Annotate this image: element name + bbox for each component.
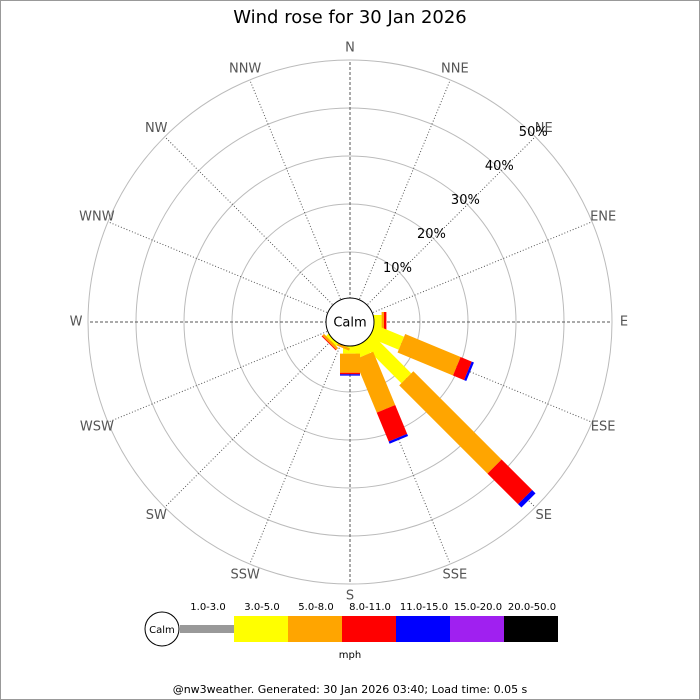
direction-label: ESE [591, 419, 616, 434]
direction-label: N [345, 41, 355, 56]
bar-segment [367, 323, 405, 350]
direction-label: SSE [442, 568, 467, 583]
ring-label: 30% [451, 193, 480, 208]
direction-label: NE [535, 121, 553, 136]
legend-swatch [288, 616, 342, 642]
bar-segment [322, 333, 339, 350]
legend-label: 5.0-8.0 [298, 602, 333, 613]
grid-ring [87, 59, 613, 585]
legend-label: 20.0-50.0 [508, 602, 556, 613]
legend-swatch [396, 616, 450, 642]
chart-title: Wind rose for 30 Jan 2026 [233, 7, 467, 28]
spoke [164, 136, 335, 307]
bar-segment [381, 312, 384, 332]
direction-label: NW [145, 121, 168, 136]
bar-segment [388, 433, 409, 444]
bar-segment [399, 371, 502, 474]
legend-calm [144, 611, 180, 647]
direction-label: WNW [79, 210, 115, 225]
legend-label: 15.0-20.0 [454, 602, 502, 613]
direction-label: W [70, 315, 83, 330]
spoke [370, 221, 593, 315]
direction-label: ENE [590, 210, 616, 225]
legend-swatch [504, 616, 558, 642]
calm-circle [325, 297, 375, 347]
bar-segment [340, 353, 360, 373]
spoke [249, 342, 343, 565]
bar-segment [321, 335, 337, 351]
legend-label: 1.0-3.0 [190, 602, 225, 613]
bar-segment [518, 490, 536, 508]
legend-swatch [180, 625, 234, 633]
direction-label: NNE [441, 61, 469, 76]
bar-segment [376, 405, 408, 442]
bar-segment [452, 356, 472, 381]
spoke [249, 79, 343, 302]
bar-segment [354, 351, 396, 413]
footer: @nw3weather. Generated: 30 Jan 2026 03:4… [173, 683, 528, 696]
bar-segment [487, 459, 533, 505]
bar-segment [340, 372, 360, 375]
direction-label: NNW [229, 61, 261, 76]
legend-swatch [342, 616, 396, 642]
direction-label: SW [146, 508, 167, 523]
spoke [365, 136, 536, 307]
legend-label: 8.0-11.0 [349, 602, 391, 613]
ring-label: 50% [519, 125, 548, 140]
direction-label: WSW [80, 419, 114, 434]
legend-label: 11.0-15.0 [400, 602, 448, 613]
spoke [164, 337, 335, 508]
ring-label: 20% [417, 227, 446, 242]
direction-label: E [620, 315, 628, 330]
spoke [107, 221, 330, 315]
ring-label: 10% [383, 261, 412, 276]
direction-label: S [346, 589, 354, 604]
legend-swatch [234, 616, 288, 642]
legend-calm-label: Calm [149, 625, 175, 636]
bar-segment [384, 312, 387, 332]
unit-label: mph [339, 650, 361, 661]
calm-label: Calm [333, 316, 366, 331]
direction-label: SSW [230, 568, 260, 583]
spoke [357, 79, 451, 302]
bar-segment [340, 374, 360, 376]
bar-segment [360, 332, 412, 384]
bar-segment [464, 361, 474, 381]
legend-swatch [450, 616, 504, 642]
direction-label: SE [536, 508, 552, 523]
spoke [107, 329, 330, 423]
legend-label: 3.0-5.0 [244, 602, 279, 613]
grid-ring [183, 155, 517, 489]
ring-label: 40% [485, 159, 514, 174]
bar-segment [397, 334, 461, 376]
